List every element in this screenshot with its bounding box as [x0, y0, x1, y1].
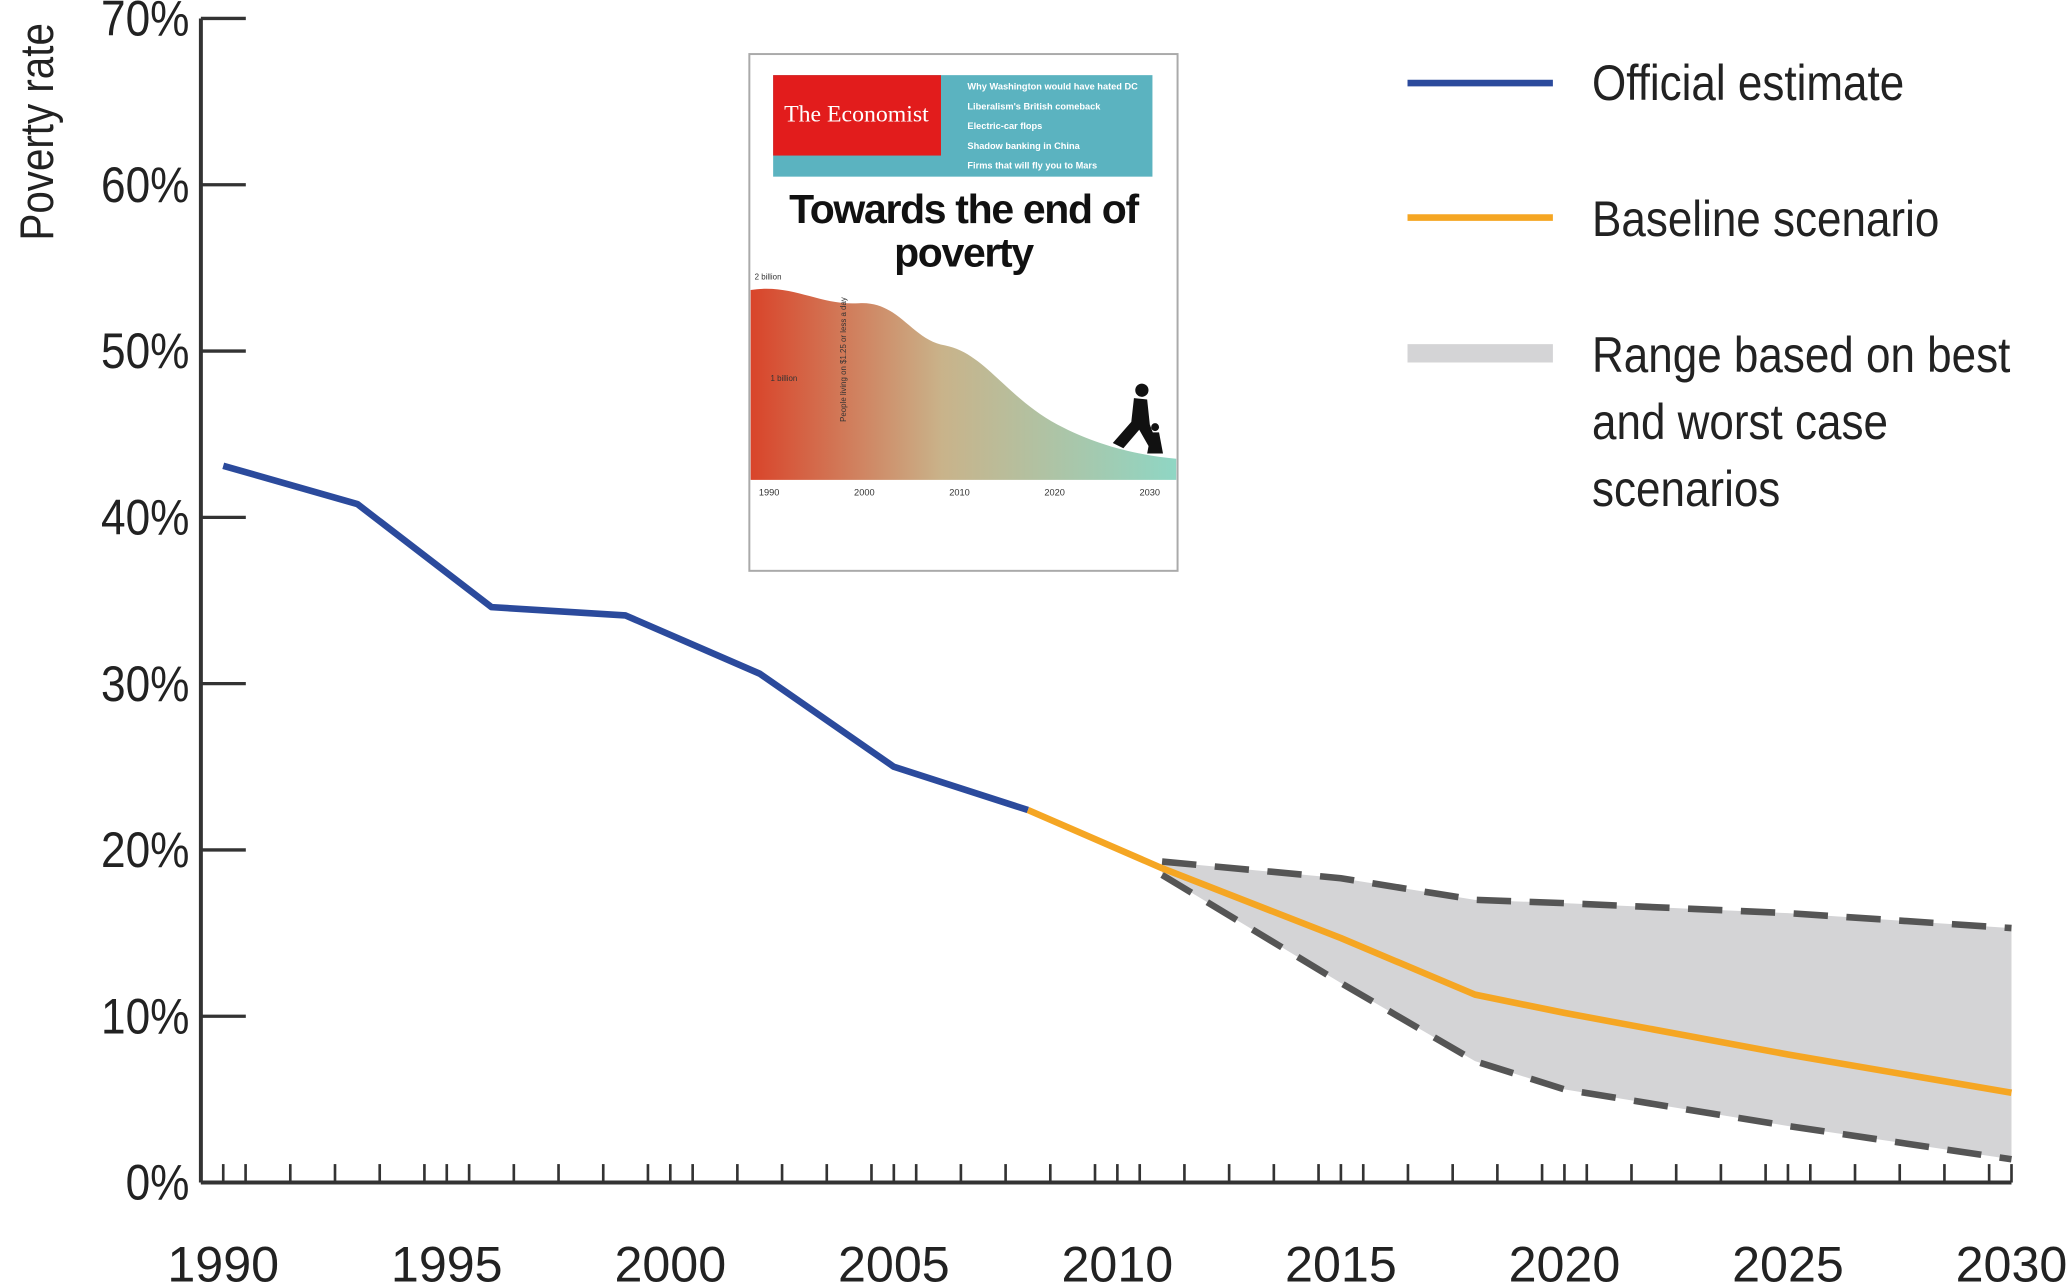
masthead: The Economist	[784, 101, 929, 127]
teaser: Firms that will fly you to Mars	[967, 161, 1097, 171]
cover-chart-label: 2 billion	[755, 272, 782, 281]
y-tick-label: 20%	[101, 823, 189, 879]
cover-chart-label: People living on $1.25 or less a day	[839, 297, 848, 422]
x-tick-label: 2025	[1732, 1236, 1844, 1288]
legend-label: Range based on best and worst case scena…	[1592, 327, 2011, 517]
y-tick-label: 10%	[101, 989, 189, 1045]
teaser: Shadow banking in China	[967, 141, 1080, 151]
teaser: Electric-car flops	[967, 121, 1042, 131]
y-tick-label: 50%	[101, 324, 189, 380]
range-area	[1162, 861, 2012, 1160]
y-tick-label: 30%	[101, 656, 189, 712]
cover-chart-year: 2020	[1044, 488, 1065, 498]
line-series	[222, 462, 1029, 814]
line-series	[1026, 807, 2013, 1096]
cover-chart-year: 1990	[759, 488, 780, 498]
y-axis-label: Poverty rate	[11, 23, 64, 240]
y-tick-label: 70%	[101, 0, 189, 47]
silhouette	[1151, 423, 1160, 432]
cover-chart-label: 1 billion	[770, 374, 797, 383]
magazine-cover: The Economist Towards the end of poverty…	[748, 53, 1179, 572]
legend-label: Official estimate	[1592, 55, 1905, 111]
x-tick-label: 2000	[614, 1236, 726, 1288]
x-tick-label: 2005	[838, 1236, 950, 1288]
legend-label: Baseline scenario	[1592, 191, 1940, 247]
cover-chart-year: 2030	[1140, 488, 1161, 498]
silhouette	[1112, 398, 1158, 449]
y-tick-label: 40%	[101, 490, 189, 546]
x-tick-label: 2010	[1062, 1236, 1174, 1288]
cover-chart-year: 2000	[854, 488, 875, 498]
silhouette	[1147, 432, 1164, 454]
y-tick-label: 0%	[126, 1155, 190, 1211]
y-tick-label: 60%	[101, 157, 189, 213]
silhouette	[1135, 383, 1149, 397]
x-tick-label: 1995	[391, 1236, 503, 1288]
cover-chart-year: 2010	[949, 488, 970, 498]
minor-ticks	[244, 1164, 1991, 1183]
range-upper-bound	[1161, 858, 2012, 932]
teaser: Why Washington would have hated DC	[967, 82, 1138, 92]
x-tick-label: 2020	[1509, 1236, 1621, 1288]
cover-illustration	[750, 288, 1177, 480]
masthead-box	[773, 75, 941, 156]
headline-box: Towards the end of poverty	[789, 187, 1139, 276]
x-tick-label: 2030	[1956, 1236, 2067, 1288]
x-tick-label: 2015	[1285, 1236, 1397, 1288]
x-tick-label: 1990	[167, 1236, 279, 1288]
headline: Towards the end of poverty	[789, 187, 1139, 276]
teaser: Liberalism's British comeback	[967, 101, 1101, 111]
range-lower-bound	[1160, 872, 2012, 1163]
